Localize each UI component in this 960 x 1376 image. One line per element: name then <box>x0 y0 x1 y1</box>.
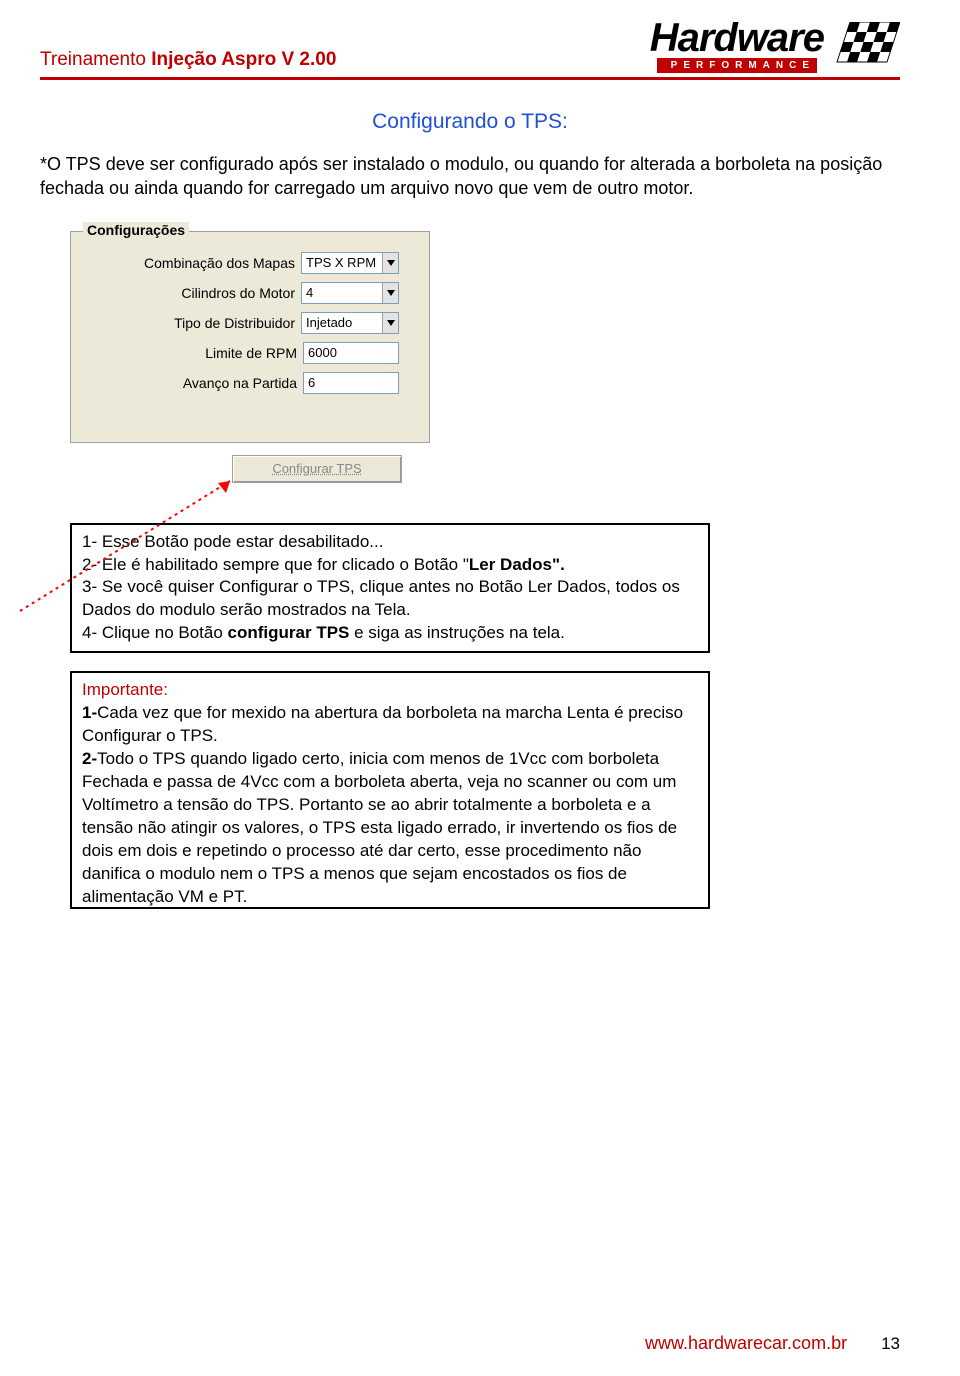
section-title: Configurando o TPS: <box>40 110 900 134</box>
intro-paragraph: *O TPS deve ser configurado após ser ins… <box>40 152 900 201</box>
input-limite-rpm[interactable]: 6000 <box>303 342 399 364</box>
combo-value: TPS X RPM <box>302 253 382 273</box>
important-point-1: 1-Cada vez que for mexido na abertura da… <box>82 702 698 748</box>
combo-value: 4 <box>302 283 382 303</box>
label-cilindros-motor: Cilindros do Motor <box>181 285 295 301</box>
config-fieldset: Configurações Combinação dos Mapas TPS X… <box>70 231 430 443</box>
combo-cilindros-motor[interactable]: 4 <box>301 282 399 304</box>
page-footer: www.hardwarecar.com.br 13 <box>0 1333 960 1354</box>
label-tipo-distribuidor: Tipo de Distribuidor <box>174 315 295 331</box>
combo-tipo-distribuidor[interactable]: Injetado <box>301 312 399 334</box>
doc-title-prefix: Treinamento <box>40 49 151 70</box>
important-box: Importante: 1-Cada vez que for mexido na… <box>70 671 710 909</box>
instruction-line-1: 1- Esse Botão pode estar desabilitado... <box>82 531 698 554</box>
instruction-line-2: 2- Ele é habilitado sempre que for clica… <box>82 554 698 577</box>
row-avanco-partida: Avanço na Partida 6 <box>81 372 399 394</box>
row-cilindros-motor: Cilindros do Motor 4 <box>81 282 399 304</box>
combo-value: Injetado <box>302 313 382 333</box>
row-limite-rpm: Limite de RPM 6000 <box>81 342 399 364</box>
important-point-2: 2-Todo o TPS quando ligado certo, inicia… <box>82 748 698 909</box>
doc-title: Treinamento Injeção Aspro V 2.00 <box>40 49 336 73</box>
doc-title-bold: Injeção Aspro V 2.00 <box>151 49 336 70</box>
combo-combinacao-mapas[interactable]: TPS X RPM <box>301 252 399 274</box>
brand-logo-text: Hardware PERFORMANCE <box>650 20 824 73</box>
brand-logo: Hardware PERFORMANCE <box>650 20 900 73</box>
brand-subtitle: PERFORMANCE <box>657 58 817 73</box>
brand-wordmark: Hardware <box>650 20 824 56</box>
instruction-line-4: 4- Clique no Botão configurar TPS e siga… <box>82 622 698 645</box>
input-avanco-partida[interactable]: 6 <box>303 372 399 394</box>
checkered-flag-icon <box>830 22 900 72</box>
instructions-box: 1- Esse Botão pode estar desabilitado...… <box>70 523 710 654</box>
configurar-tps-button[interactable]: Configurar TPS <box>232 455 402 483</box>
label-avanco-partida: Avanço na Partida <box>183 375 297 391</box>
chevron-down-icon[interactable] <box>382 283 398 303</box>
page-number: 13 <box>881 1334 900 1354</box>
important-title: Importante: <box>82 679 698 702</box>
footer-url: www.hardwarecar.com.br <box>645 1333 847 1354</box>
row-combinacao-mapas: Combinação dos Mapas TPS X RPM <box>81 252 399 274</box>
chevron-down-icon[interactable] <box>382 253 398 273</box>
config-panel-container: Configurações Combinação dos Mapas TPS X… <box>40 231 900 443</box>
row-tipo-distribuidor: Tipo de Distribuidor Injetado <box>81 312 399 334</box>
instruction-line-3: 3- Se você quiser Configurar o TPS, cliq… <box>82 576 698 622</box>
label-combinacao-mapas: Combinação dos Mapas <box>144 255 295 271</box>
config-legend: Configurações <box>83 222 189 238</box>
chevron-down-icon[interactable] <box>382 313 398 333</box>
page-header: Treinamento Injeção Aspro V 2.00 Hardwar… <box>40 20 900 80</box>
label-limite-rpm: Limite de RPM <box>205 345 297 361</box>
